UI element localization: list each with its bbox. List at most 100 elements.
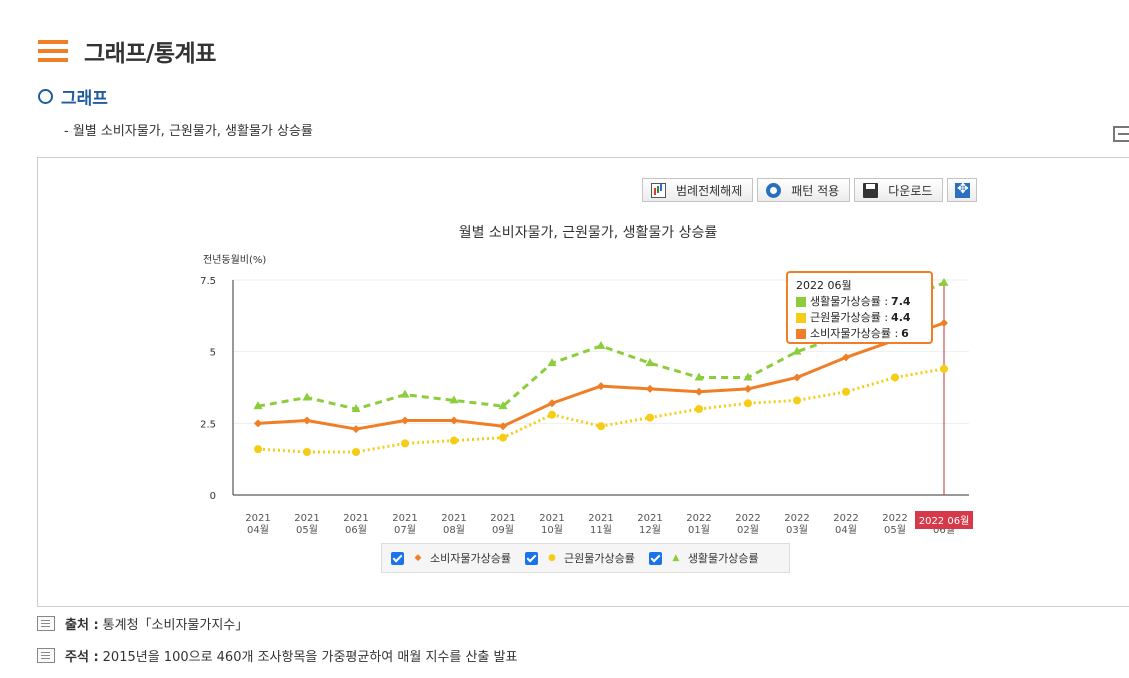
circle-bullet-icon: [38, 89, 53, 104]
collapse-icon[interactable]: [1113, 126, 1129, 142]
x-tick-label: 2021 06월: [343, 513, 368, 536]
x-tick-label: 2021 11월: [588, 513, 613, 536]
x-tick-label: 2022 05월: [882, 513, 907, 536]
series-line-2: [257, 367, 945, 454]
data-point-triangle: [645, 358, 655, 367]
chart-legend: ◆ 소비자물가상승률 ● 근원물가상승률 ▲ 생활물가상승률: [381, 543, 790, 573]
data-point-diamond: [940, 319, 948, 327]
pattern-button[interactable]: 패턴 적용: [757, 178, 851, 202]
data-point-circle: [940, 364, 948, 373]
diamond-icon: ◆: [414, 553, 422, 563]
data-point-triangle: [351, 404, 361, 412]
data-point-triangle: [939, 277, 949, 286]
data-point-diamond: [842, 353, 850, 362]
fullscreen-button[interactable]: [947, 178, 978, 202]
data-point-diamond: [401, 416, 409, 425]
source-label: 출처 :: [65, 618, 99, 633]
download-label: 다운로드: [888, 183, 933, 198]
data-point-circle: [793, 396, 801, 405]
data-point-triangle: [547, 358, 557, 367]
y-axis-label: 전년동월비(%): [203, 255, 267, 266]
data-point-triangle: [449, 395, 459, 404]
data-point-diamond: [793, 373, 801, 382]
legend-label: 소비자물가상승률: [430, 552, 511, 565]
expand-icon: [954, 181, 971, 198]
legend-toggle-button[interactable]: 범례전체해제: [642, 178, 754, 202]
data-point-circle: [695, 405, 703, 413]
chart-title: 월별 소비자물가, 근원물가, 생활물가 상승률: [458, 225, 718, 241]
page-title: 그래프/통계표: [84, 41, 216, 67]
legend-item-living[interactable]: ▲ 생활물가상승률: [648, 550, 759, 566]
note-label: 주석 :: [65, 650, 99, 665]
data-point-circle: [352, 448, 360, 456]
data-point-triangle: [743, 372, 753, 381]
note-icon: [37, 616, 55, 631]
tooltip-series-name: 소비자물가상승률: [810, 327, 891, 340]
data-point-diamond: [352, 425, 360, 434]
data-point-circle: [450, 436, 458, 445]
note-text: 2015년을 100으로 460개 조사항목을 가중평균하여 매월 지수를 산출…: [102, 650, 518, 665]
bar-chart-icon: [651, 182, 666, 198]
tooltip-row: 소비자물가상승률 :6: [796, 326, 923, 342]
checkbox[interactable]: [391, 551, 404, 565]
data-point-triangle: [253, 401, 263, 410]
data-point-triangle: [596, 340, 606, 349]
data-point-circle: [548, 410, 556, 419]
page-header: 그래프/통계표: [38, 34, 216, 68]
color-swatch: [796, 329, 806, 339]
data-point-circle: [842, 387, 850, 396]
data-point-diamond: [254, 419, 262, 428]
y-tick-label: 5: [210, 348, 216, 359]
tooltip-series-name: 생활물가상승률: [810, 295, 881, 308]
checkbox[interactable]: [648, 551, 662, 565]
circle-icon: ●: [548, 553, 556, 563]
color-swatch: [796, 313, 806, 323]
chart-subtitle: - 월별 소비자물가, 근원물가, 생활물가 상승률: [64, 124, 313, 139]
legend-item-cpi[interactable]: ◆ 소비자물가상승률: [391, 550, 511, 566]
tooltip-title: 2022 06월: [796, 279, 852, 292]
data-point-circle: [254, 445, 262, 454]
checkbox[interactable]: [524, 551, 538, 565]
y-tick-label: 7.5: [200, 276, 216, 287]
pattern-label: 패턴 적용: [791, 183, 840, 198]
download-button[interactable]: 다운로드: [854, 178, 944, 202]
data-point-diamond: [646, 384, 654, 393]
tooltip-value: 4.4: [891, 311, 911, 324]
x-tick-label: 2022 02월: [735, 513, 760, 536]
source-text: 통계청「소비자물가지수」: [102, 618, 249, 633]
data-point-diamond: [597, 382, 605, 391]
data-point-circle: [597, 422, 605, 431]
x-tick-label: 2022 01월: [686, 513, 711, 536]
data-point-circle: [891, 373, 899, 382]
data-point-triangle: [400, 389, 410, 398]
x-highlight-box: [915, 511, 973, 529]
data-point-triangle: [694, 372, 704, 381]
legend-item-core[interactable]: ● 근원물가상승률: [524, 550, 635, 566]
color-swatch: [796, 297, 806, 307]
tooltip-row: 근원물가상승률 :4.4: [796, 310, 923, 326]
tooltip-series-name: 근원물가상승률: [810, 311, 881, 324]
x-tick-label: 2021 09월: [490, 513, 515, 536]
data-point-triangle: [302, 392, 312, 401]
note-icon: [37, 648, 55, 663]
y-tick-label: 0: [210, 491, 216, 502]
source-note: 출처 : 통계청「소비자물가지수」: [37, 614, 248, 633]
data-point-circle: [401, 439, 409, 448]
chart-toolbar: 범례전체해제 패턴 적용 다운로드: [642, 178, 981, 202]
data-point-diamond: [499, 422, 507, 431]
tooltip-value: 7.4: [891, 295, 911, 308]
data-point-circle: [303, 448, 311, 456]
legend-toggle-label: 범례전체해제: [676, 183, 743, 198]
menu-lines-icon: [38, 40, 68, 62]
x-highlight-label: 2022 06월: [919, 515, 970, 527]
section-title-text: 그래프: [61, 89, 108, 109]
data-point-circle: [744, 399, 752, 408]
data-point-triangle: [792, 346, 802, 355]
data-point-diamond: [303, 416, 311, 425]
data-point-diamond: [695, 387, 703, 396]
legend-label: 근원물가상승률: [563, 552, 635, 565]
annotation-note: 주석 : 2015년을 100으로 460개 조사항목을 가중평균하여 매월 지…: [37, 646, 517, 665]
data-point-triangle: [498, 401, 508, 410]
data-point-diamond: [744, 384, 752, 393]
